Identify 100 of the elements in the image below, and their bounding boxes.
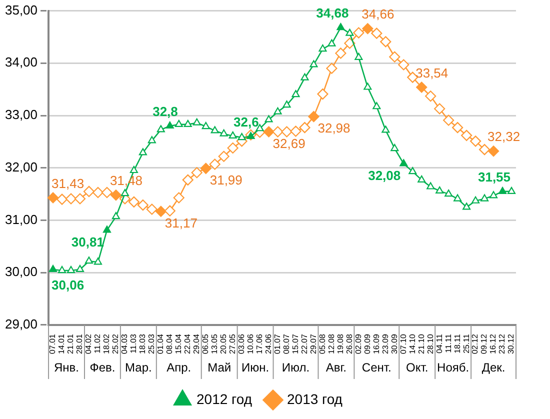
x-tick-label: 21.01 bbox=[66, 333, 76, 354]
x-tick-label: 16.12 bbox=[488, 333, 498, 354]
x-tick-label: 02.09 bbox=[354, 333, 363, 354]
point bbox=[228, 131, 237, 138]
y-tick-label: 32,00 bbox=[4, 159, 38, 174]
point bbox=[371, 28, 382, 39]
point bbox=[184, 120, 192, 127]
x-tick-label: 28.10 bbox=[426, 333, 435, 354]
point bbox=[94, 258, 102, 265]
point bbox=[102, 226, 111, 233]
x-tick-label: 25.02 bbox=[111, 333, 120, 354]
point bbox=[425, 90, 436, 102]
x-tick-label: 17.06 bbox=[254, 333, 264, 354]
point bbox=[174, 120, 183, 127]
x-tick-label: 14.10 bbox=[408, 333, 417, 354]
point bbox=[299, 122, 310, 134]
data-label: 32,98 bbox=[318, 120, 350, 136]
x-tick-label: 07.10 bbox=[398, 333, 408, 354]
point bbox=[166, 121, 174, 129]
point bbox=[354, 52, 363, 60]
point bbox=[92, 186, 104, 198]
x-tick-label: 25.11 bbox=[462, 333, 471, 354]
y-tick-label: 29,00 bbox=[4, 316, 38, 332]
point bbox=[49, 264, 58, 272]
point bbox=[218, 150, 230, 162]
x-tick-label: 03.06 bbox=[237, 333, 246, 354]
point bbox=[353, 27, 364, 38]
point bbox=[490, 191, 498, 198]
point bbox=[344, 38, 356, 49]
x-tick-label: 25.03 bbox=[147, 333, 156, 354]
x-tick-label: 14.01 bbox=[57, 333, 66, 354]
x-tick-label: 16.09 bbox=[372, 333, 381, 354]
point bbox=[112, 212, 120, 220]
point bbox=[238, 132, 246, 140]
point bbox=[128, 196, 140, 208]
point bbox=[66, 266, 76, 274]
data-label: 32,69 bbox=[272, 136, 306, 151]
y-tick-label: 30,00 bbox=[4, 264, 38, 280]
legend-label: 2013 год bbox=[287, 390, 342, 407]
point bbox=[362, 23, 374, 34]
x-tick-label: 30.12 bbox=[506, 333, 516, 354]
data-label: 34,66 bbox=[362, 6, 394, 22]
point bbox=[110, 190, 122, 201]
x-tick-label: 18.03 bbox=[138, 333, 148, 354]
point bbox=[220, 129, 228, 136]
point bbox=[335, 48, 346, 59]
x-tick-label: 08.07 bbox=[282, 333, 291, 354]
text: Мар. bbox=[125, 360, 152, 374]
point bbox=[264, 115, 273, 122]
x-tick-label: 05.08 bbox=[318, 333, 327, 354]
x-tick-label: 19.08 bbox=[336, 333, 345, 354]
x-tick-label: 02.12 bbox=[470, 333, 480, 354]
text: Май bbox=[208, 360, 232, 374]
x-tick-label: 04.02 bbox=[84, 333, 94, 354]
x-tick-label: 24.06 bbox=[264, 333, 273, 354]
text: Нояб. bbox=[437, 360, 470, 374]
point bbox=[192, 118, 201, 126]
x-tick-label: 04.11 bbox=[434, 333, 444, 354]
x-tick-label: 29.07 bbox=[308, 333, 318, 354]
point bbox=[138, 148, 147, 156]
point bbox=[182, 174, 194, 186]
point bbox=[200, 162, 212, 174]
point bbox=[120, 189, 129, 196]
x-tick-label: 18.02 bbox=[102, 333, 112, 354]
point bbox=[408, 167, 417, 174]
data-label: 32,08 bbox=[368, 168, 401, 183]
point bbox=[282, 100, 291, 108]
x-tick-label: 10.06 bbox=[246, 333, 256, 354]
x-tick-label: 22.04 bbox=[183, 333, 192, 354]
point bbox=[300, 73, 309, 80]
point bbox=[372, 102, 381, 110]
x-tick-label: 27.05 bbox=[228, 333, 238, 354]
text: Июн. bbox=[242, 360, 270, 374]
point bbox=[281, 126, 292, 138]
point bbox=[380, 36, 392, 48]
x-tick-label: 11.02 bbox=[93, 333, 102, 354]
point bbox=[156, 125, 165, 132]
data-label: 31,55 bbox=[478, 170, 511, 185]
data-label: 32,8 bbox=[152, 104, 178, 120]
point bbox=[173, 192, 184, 204]
data-label: 32,6 bbox=[234, 114, 259, 130]
point bbox=[390, 144, 399, 152]
point bbox=[478, 144, 490, 156]
point bbox=[84, 256, 93, 264]
text: Окт. bbox=[406, 360, 428, 374]
x-tick-label: 23.09 bbox=[380, 333, 390, 354]
data-label: 31,17 bbox=[164, 215, 198, 230]
point bbox=[292, 90, 300, 98]
x-tick-label: 07.01 bbox=[48, 333, 58, 354]
point bbox=[65, 193, 77, 204]
x-tick-label: 01.07 bbox=[272, 333, 282, 354]
x-tick-label: 26.08 bbox=[344, 333, 354, 354]
point bbox=[317, 88, 328, 100]
text: Фев. bbox=[90, 360, 116, 374]
point bbox=[227, 142, 238, 154]
data-label: 34,68 bbox=[316, 6, 349, 21]
text: Июл. bbox=[282, 360, 310, 374]
point bbox=[74, 193, 86, 204]
text: Авг. bbox=[326, 360, 347, 374]
point bbox=[488, 146, 500, 157]
